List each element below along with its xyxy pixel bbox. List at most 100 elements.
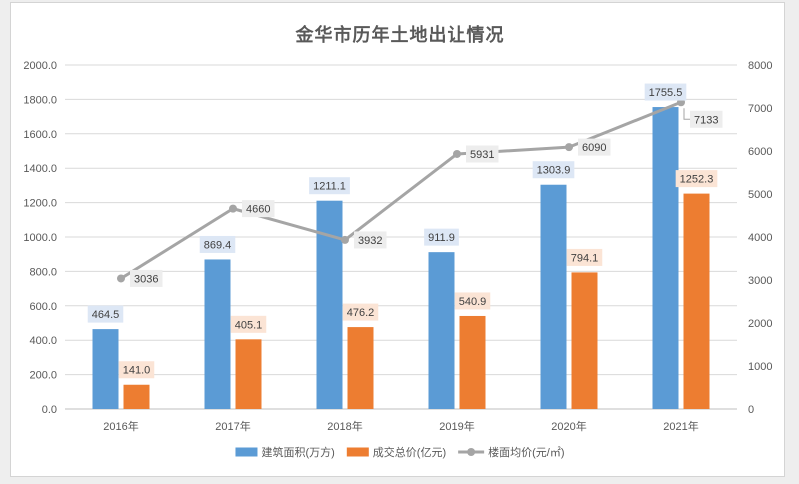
legend-key-marker-avg-floor-price xyxy=(467,448,476,456)
bar-building-area-2021 xyxy=(652,107,679,409)
x-tick-label: 2017年 xyxy=(215,419,250,433)
y-tick-label-left: 1000.0 xyxy=(23,232,57,244)
chart-title: 金华市历年土地出让情况 xyxy=(295,24,505,46)
marker-avg-floor-price-2018 xyxy=(341,235,349,244)
y-tick-label-right: 4000 xyxy=(748,232,772,244)
data-label-avg-floor-price-2021-box xyxy=(690,110,723,128)
data-label-building-area-2016: 464.5 xyxy=(92,309,120,321)
data-label-total-price-2018: 476.2 xyxy=(347,307,375,319)
data-label-building-area-2016-group: 464.5 xyxy=(87,305,124,323)
data-label-avg-floor-price-2020-group: 6090 xyxy=(578,138,611,156)
data-label-building-area-2021: 1755.5 xyxy=(649,87,683,99)
data-label-total-price-2021: 1252.3 xyxy=(680,174,714,186)
data-label-building-area-2017-box xyxy=(199,235,236,253)
bar-building-area-2019 xyxy=(428,252,455,409)
y-tick-label-left: 0.0 xyxy=(42,404,57,416)
y-tick-label-right: 6000 xyxy=(748,146,772,158)
y-tick-label-left: 2000.0 xyxy=(23,60,57,72)
data-label-building-area-2017-group: 869.4 xyxy=(199,235,236,253)
data-label-avg-floor-price-2016-group: 3036 xyxy=(130,269,163,287)
data-label-total-price-2018-box xyxy=(342,303,379,321)
data-label-avg-floor-price-2020-box xyxy=(578,138,611,156)
data-label-building-area-2019: 911.9 xyxy=(428,232,455,244)
data-label-building-area-2017: 869.4 xyxy=(204,239,232,251)
data-label-avg-floor-price-2018-box xyxy=(354,231,387,249)
y-tick-label-left: 600.0 xyxy=(29,301,57,313)
data-label-avg-floor-price-2017-group: 4660 xyxy=(242,200,275,218)
data-label-building-area-2020-group: 1303.9 xyxy=(532,161,575,179)
data-label-building-area-2018: 1211.1 xyxy=(313,181,346,193)
legend-label-avg-floor-price: 楼面均价(元/㎡) xyxy=(488,445,564,459)
y-tick-label-right: 5000 xyxy=(748,189,772,201)
y-tick-label-right: 3000 xyxy=(748,275,772,287)
data-label-avg-floor-price-2020: 6090 xyxy=(582,142,606,154)
bar-building-area-2017 xyxy=(204,259,231,409)
y-tick-label-right: 2000 xyxy=(748,318,772,330)
data-label-total-price-2020-box xyxy=(566,248,603,266)
data-label-avg-floor-price-2018: 3932 xyxy=(358,235,382,247)
data-label-avg-floor-price-2017: 4660 xyxy=(246,204,270,216)
data-label-total-price-2016: 141.0 xyxy=(123,365,151,377)
marker-avg-floor-price-2019 xyxy=(453,149,461,158)
data-label-building-area-2020-box xyxy=(532,161,575,179)
y-tick-label-left: 800.0 xyxy=(29,266,57,278)
y-axis-left: 0.0 200.0 400.0 600.0 800.0 1000.0 1200.0 1400.… xyxy=(23,60,57,416)
x-tick-label: 2020年 xyxy=(551,419,586,433)
data-label-building-area-2021-group: 1755.5 xyxy=(644,83,687,101)
data-label-total-price-2020-group: 794.1 xyxy=(566,248,603,266)
data-label-avg-floor-price-2021-group: 7133 xyxy=(690,110,723,128)
x-tick-label: 2018年 xyxy=(327,419,362,433)
data-label-building-area-2021-box xyxy=(644,83,687,101)
data-label-total-price-2017: 405.1 xyxy=(235,319,263,331)
marker-avg-floor-price-2016 xyxy=(117,274,125,283)
data-label-building-area-2018-group: 1211.1 xyxy=(309,177,350,195)
bar-series xyxy=(92,107,710,409)
data-label-total-price-2019-group: 540.9 xyxy=(454,292,491,310)
marker-avg-floor-price-2017 xyxy=(229,204,237,213)
bar-total-price-2018 xyxy=(347,327,374,409)
data-label-total-price-2017-box xyxy=(230,315,267,333)
y-axis-right: 0 1000 2000 3000 4000 5000 6000 7000 8000 xyxy=(748,60,772,416)
data-label-avg-floor-price-2016: 3036 xyxy=(134,273,158,285)
data-label-total-price-2016-box xyxy=(118,361,155,379)
bar-total-price-2021 xyxy=(683,193,710,409)
y-tick-label-left: 1400.0 xyxy=(23,163,57,175)
y-tick-label-left: 1800.0 xyxy=(23,94,57,106)
data-label-avg-floor-price-2017-box xyxy=(242,200,275,218)
bar-total-price-2017 xyxy=(235,339,262,409)
legend: 建筑面积(万方) 成交总价(亿元) 楼面均价(元/㎡) xyxy=(235,445,565,459)
legend-item-building-area: 建筑面积(万方) xyxy=(235,445,335,459)
data-label-total-price-2019: 540.9 xyxy=(459,296,487,308)
leader-line-avg-floor-price-2021 xyxy=(683,108,690,120)
legend-label-building-area: 建筑面积(万方) xyxy=(261,445,334,459)
data-label-total-price-2018-group: 476.2 xyxy=(342,303,379,321)
y-tick-label-right: 1000 xyxy=(748,361,772,373)
bar-total-price-2016 xyxy=(123,384,150,409)
bar-total-price-2020 xyxy=(571,272,598,409)
data-label-avg-floor-price-2021: 7133 xyxy=(694,114,718,126)
data-label-total-price-2017-group: 405.1 xyxy=(230,315,267,333)
data-label-building-area-2019-box xyxy=(424,228,459,246)
marker-avg-floor-price-2020 xyxy=(565,143,573,152)
legend-key-building-area xyxy=(235,447,258,457)
data-label-total-price-2021-box xyxy=(675,170,718,188)
x-tick-label: 2016年 xyxy=(103,419,138,433)
x-tick-label: 2019年 xyxy=(439,419,474,433)
y-tick-label-left: 1600.0 xyxy=(23,129,57,141)
data-label-avg-floor-price-2019: 5931 xyxy=(470,149,494,161)
y-tick-label-left: 1200.0 xyxy=(23,198,57,210)
y-tick-label-left: 200.0 xyxy=(29,370,57,382)
gridlines xyxy=(65,64,737,410)
data-label-avg-floor-price-2019-box xyxy=(466,145,499,163)
data-label-avg-floor-price-2019-group: 5931 xyxy=(466,145,499,163)
data-label-total-price-2020: 794.1 xyxy=(571,252,599,264)
y-tick-label-right: 0 xyxy=(748,404,754,416)
data-label-total-price-2016-group: 141.0 xyxy=(118,361,155,379)
data-label-total-price-2021-group: 1252.3 xyxy=(675,170,718,188)
data-label-building-area-2016-box xyxy=(87,305,124,323)
y-tick-label-right: 8000 xyxy=(748,60,772,72)
data-label-building-area-2019-group: 911.9 xyxy=(424,228,459,246)
data-label-avg-floor-price-2016-box xyxy=(130,269,163,287)
